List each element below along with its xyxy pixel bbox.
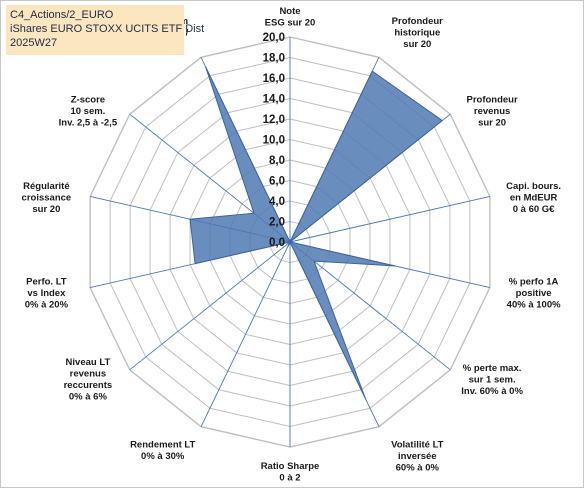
title-line-3: 2025W27: [10, 37, 58, 49]
axis-spoke: [200, 241, 291, 427]
tick-label: 16,0: [263, 73, 285, 85]
tick-label: 0,0: [269, 237, 285, 249]
axis-label: Profondeur revenus sur 20: [466, 95, 517, 129]
tick-label: 6,0: [269, 176, 285, 188]
axis-label: Perfo. LT vs Index 0% à 20%: [25, 277, 69, 311]
axis-label: Note ESG sur 20: [265, 6, 316, 29]
axis-label: Ratio Sharpe 0 à 2: [261, 461, 320, 484]
tick-label: 14,0: [263, 94, 285, 106]
series-area: [189, 66, 444, 400]
tick-label: 18,0: [263, 53, 285, 65]
tick-label: 10,0: [263, 135, 285, 147]
axis-spoke: [129, 241, 291, 371]
axis-spoke: [289, 195, 490, 243]
tick-label: 2,0: [269, 217, 285, 229]
tick-label: 20,0: [263, 32, 285, 44]
tick-label: 8,0: [269, 155, 285, 167]
axis-label: Profondeur historique sur 20: [392, 16, 443, 50]
axis-spoke: [289, 241, 451, 371]
axis-label: Volatilité LT inversée 60% à 0%: [391, 440, 444, 474]
title-line-1: C4_Actions/2_EURO: [10, 9, 114, 21]
axis-label: Régularité croissance sur 20: [22, 181, 72, 215]
axis-label: Capi. bours. en MdEUR 0 à 60 G€: [506, 181, 561, 215]
axis-label: Rendement LT 0% à 30%: [130, 440, 195, 463]
axis-label: % perfo 1A positive 40% à 100%: [507, 277, 561, 311]
tick-label: 4,0: [269, 196, 285, 208]
chart-title-box: C4_Actions/2_EURO iShares EURO STOXX UCI…: [6, 5, 205, 55]
axis-label: Niveau LT revenus reccurents 0% à 6%: [64, 357, 113, 403]
tick-labels: 0,0 2,0 4,0 6,0 8,0 10,0 12,0 14,0 16,0 18,0 20,0: [263, 32, 285, 249]
axis-label: Z-score 10 sem. Inv. 2,5 à -2,5: [59, 95, 118, 129]
title-line-2: iShares EURO STOXX UCITS ETF Dist: [10, 23, 205, 35]
radar-series: [189, 66, 444, 400]
tick-label: 12,0: [263, 114, 285, 126]
axis-label: % perte max. sur 1 sem. Inv. 60% à 0%: [461, 363, 523, 397]
